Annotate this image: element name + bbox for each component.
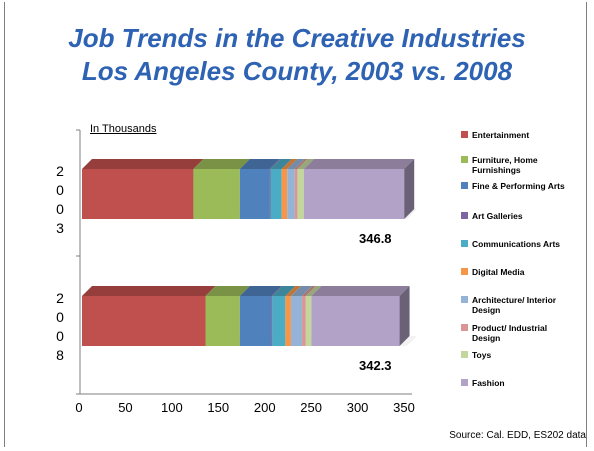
x-tick-label: 100 bbox=[161, 400, 183, 415]
legend-label: Fine & Performing Arts bbox=[472, 181, 565, 191]
source-note: Source: Cal. EDD, ES202 data bbox=[449, 430, 586, 441]
bar-segment bbox=[302, 296, 306, 346]
legend-swatch bbox=[461, 351, 468, 358]
x-tick-label: 350 bbox=[393, 400, 415, 415]
legend-label: Design bbox=[472, 333, 500, 343]
x-tick-label: 150 bbox=[207, 400, 229, 415]
bar-segment-top bbox=[311, 286, 410, 296]
bar-segment-top bbox=[269, 159, 281, 169]
bar-segment-top bbox=[239, 159, 280, 169]
bar-segment bbox=[271, 296, 273, 346]
legend-label: Digital Media bbox=[472, 267, 525, 277]
bar-segment-top bbox=[290, 286, 313, 296]
bar-segment bbox=[290, 296, 303, 346]
legend-swatch bbox=[461, 240, 468, 247]
x-tick-label: 200 bbox=[254, 400, 276, 415]
bar-segment bbox=[82, 169, 194, 219]
x-tick-label: 300 bbox=[347, 400, 369, 415]
legend-label: Fashion bbox=[472, 378, 505, 388]
bar-segment bbox=[272, 296, 286, 346]
bar-segment-top bbox=[193, 159, 250, 169]
legend-label: Entertainment bbox=[472, 130, 529, 140]
legend-label: Art Galleries bbox=[472, 211, 523, 221]
x-tick-label: 0 bbox=[75, 400, 82, 415]
legend-swatch bbox=[461, 131, 468, 138]
bar-segment-top bbox=[272, 286, 296, 296]
bar-segment bbox=[239, 169, 270, 219]
category-label: 0 bbox=[56, 182, 64, 198]
bar-segment-top bbox=[285, 286, 301, 296]
slide-border bbox=[4, 2, 587, 447]
bar-segment-top bbox=[239, 286, 282, 296]
legend-label: Furnishings bbox=[472, 165, 521, 175]
bar-segment bbox=[305, 296, 312, 346]
chart-title-line1: Job Trends in the Creative Industries bbox=[68, 23, 526, 53]
legend-label: Toys bbox=[472, 350, 491, 360]
bar-segment bbox=[193, 169, 240, 219]
category-label: 0 bbox=[56, 309, 64, 325]
bar-segment bbox=[270, 169, 282, 219]
bar-segment-top bbox=[271, 286, 283, 296]
bar-segment bbox=[269, 169, 271, 219]
legend-swatch bbox=[461, 156, 468, 163]
bar-segment bbox=[285, 296, 291, 346]
bar-segment-top bbox=[205, 286, 250, 296]
x-tick-label: 50 bbox=[118, 400, 132, 415]
legend-swatch bbox=[461, 324, 468, 331]
category-label: 0 bbox=[56, 328, 64, 344]
bar-segment-top bbox=[82, 286, 216, 296]
unit-label: In Thousands bbox=[90, 123, 157, 135]
legend-swatch bbox=[461, 212, 468, 219]
bar-segment-top bbox=[270, 159, 292, 169]
bar-segment bbox=[311, 296, 400, 346]
bar-segment-top bbox=[303, 159, 415, 169]
bar-segment bbox=[82, 296, 206, 346]
bar-segment-top bbox=[281, 159, 298, 169]
bar-segment bbox=[239, 296, 272, 346]
legend-label: Design bbox=[472, 305, 500, 315]
legend-swatch bbox=[461, 296, 468, 303]
legend-label: Product/ Industrial bbox=[472, 323, 547, 333]
legend-swatch bbox=[461, 182, 468, 189]
category-label: 2 bbox=[56, 163, 64, 179]
bar-segment-top bbox=[297, 159, 314, 169]
bar-segment bbox=[297, 169, 304, 219]
legend-label: Architecture/ Interior bbox=[472, 295, 557, 305]
x-tick-label: 250 bbox=[300, 400, 322, 415]
chart-title-line2: Los Angeles County, 2003 vs. 2008 bbox=[81, 56, 513, 86]
total-data-label: 342.3 bbox=[359, 358, 392, 373]
legend-swatch bbox=[461, 268, 468, 275]
category-label: 8 bbox=[56, 347, 64, 363]
legend-swatch bbox=[461, 379, 468, 386]
bar-segment-top bbox=[294, 159, 308, 169]
bar-segment-top bbox=[287, 159, 305, 169]
bar-segment bbox=[287, 169, 295, 219]
bar-segment bbox=[294, 169, 298, 219]
bar-segment bbox=[205, 296, 240, 346]
category-label: 3 bbox=[56, 220, 64, 236]
total-data-label: 346.8 bbox=[359, 231, 392, 246]
legend-label: Communications Arts bbox=[472, 239, 560, 249]
category-label: 0 bbox=[56, 201, 64, 217]
bar-segment-side bbox=[404, 159, 415, 219]
bar-segment-top bbox=[82, 159, 204, 169]
bar-segment bbox=[281, 169, 288, 219]
bar-segment bbox=[303, 169, 405, 219]
legend-label: Furniture, Home bbox=[472, 155, 538, 165]
bar-segment-top bbox=[302, 286, 316, 296]
bar-segment-side bbox=[399, 286, 410, 346]
category-label: 2 bbox=[56, 290, 64, 306]
bar-segment-top bbox=[305, 286, 322, 296]
